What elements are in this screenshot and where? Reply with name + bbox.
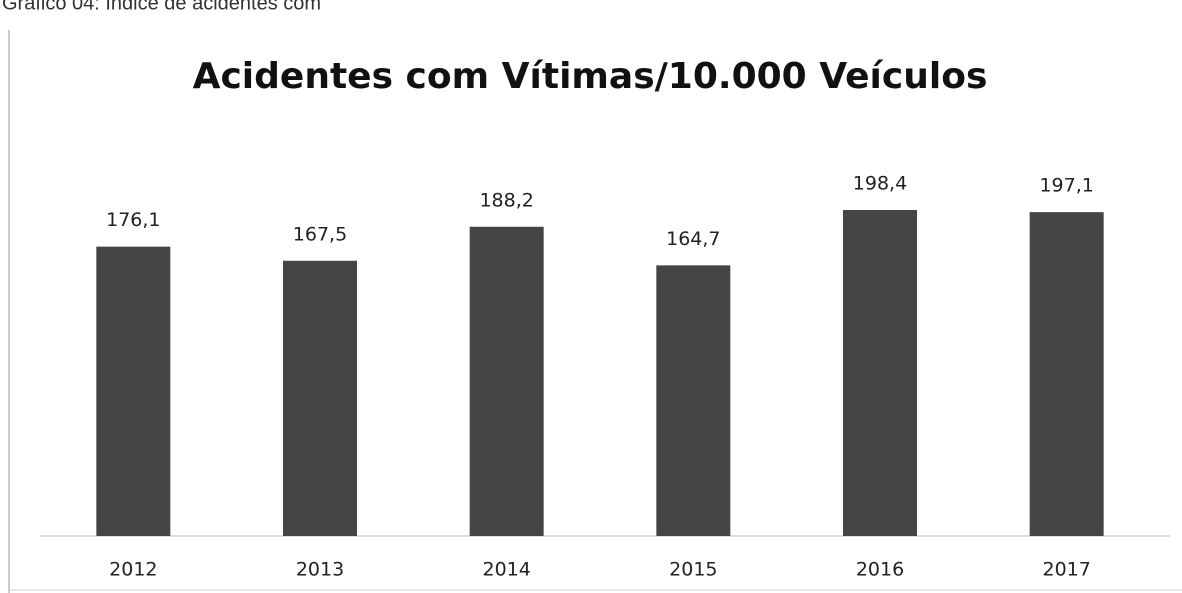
- value-label: 167,5: [293, 223, 347, 245]
- bar: [1029, 212, 1104, 536]
- value-label: 198,4: [853, 173, 907, 195]
- value-label: 188,2: [479, 189, 533, 211]
- bar: [843, 210, 917, 536]
- bar: [96, 246, 171, 536]
- bar: [469, 226, 544, 537]
- bar: [283, 260, 357, 536]
- x-tick-label: 2013: [296, 559, 344, 581]
- x-tick-label: 2012: [109, 559, 157, 581]
- x-tick-label: 2016: [856, 559, 904, 581]
- x-tick-label: 2014: [482, 559, 530, 581]
- value-label: 176,1: [106, 209, 160, 231]
- value-label: 197,1: [1039, 175, 1093, 197]
- x-tick-label: 2015: [669, 559, 717, 581]
- caption: Gráfico 04: Índice de acidentes com: [2, 0, 321, 14]
- chart-title: Acidentes com Vítimas/10.000 Veículos: [193, 56, 988, 97]
- value-label: 164,7: [666, 228, 720, 250]
- bar: [656, 265, 731, 536]
- x-tick-label: 2017: [1042, 559, 1090, 581]
